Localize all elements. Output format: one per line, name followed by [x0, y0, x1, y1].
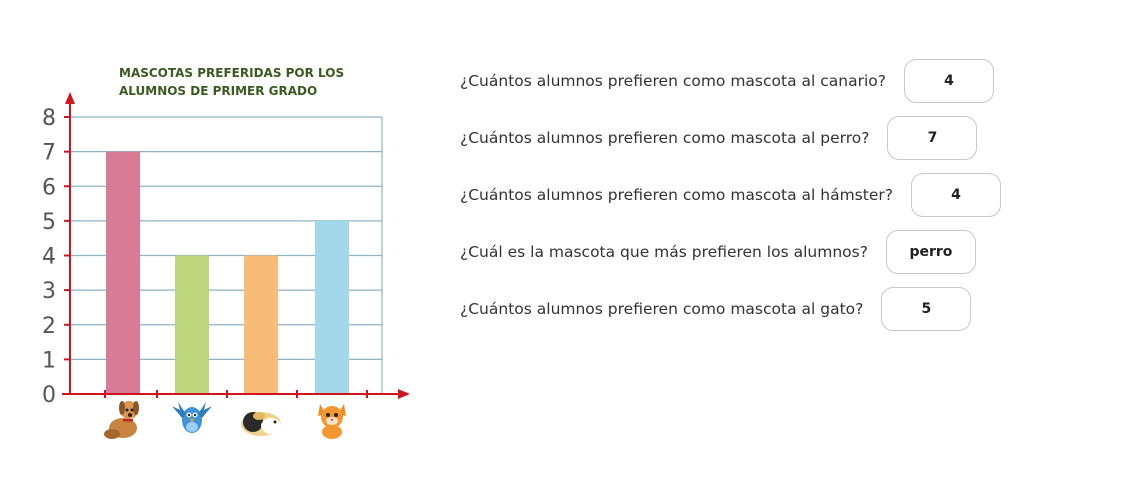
question-text-perro: ¿Cuántos alumnos prefieren como mascota … — [460, 129, 870, 147]
bar-gato — [315, 220, 349, 394]
answer-box-gato[interactable]: 5 — [881, 287, 972, 331]
y-tick-label: 7 — [42, 141, 56, 166]
bar-perro — [106, 151, 140, 394]
bar-hámster — [244, 255, 278, 394]
y-tick-label: 6 — [42, 175, 56, 200]
bird-icon — [172, 402, 212, 433]
y-tick-label: 0 — [42, 383, 56, 408]
answer-box-perro[interactable]: 7 — [887, 116, 978, 160]
y-tick-label: 1 — [42, 348, 56, 373]
bar-chart: 0 1 2 3 4 5 6 7 8 — [42, 92, 410, 439]
answer-box-canario[interactable]: 4 — [903, 59, 994, 103]
y-tick-label: 8 — [42, 106, 56, 131]
y-tick-label: 5 — [42, 210, 56, 235]
y-tick-label: 4 — [42, 245, 56, 270]
question-text-hamster: ¿Cuántos alumnos prefieren como mascota … — [460, 186, 893, 204]
y-tick-label: 3 — [42, 279, 56, 304]
question-text-gato: ¿Cuántos alumnos prefieren como mascota … — [460, 300, 864, 318]
chart-title: MASCOTAS PREFERIDAS POR LOS ALUMNOS DE P… — [119, 66, 345, 98]
answer-box-favorite[interactable]: perro — [885, 230, 976, 274]
question-row-perro: ¿Cuántos alumnos prefieren como mascota … — [460, 116, 978, 160]
question-row-gato: ¿Cuántos alumnos prefieren como mascota … — [460, 287, 972, 331]
hamster-icon — [241, 412, 281, 436]
dog-icon — [104, 401, 139, 439]
x-axis-arrow — [398, 389, 410, 399]
question-row-canario: ¿Cuántos alumnos prefieren como mascota … — [460, 59, 994, 103]
question-row-hamster: ¿Cuántos alumnos prefieren como mascota … — [460, 173, 1001, 217]
question-text-favorite: ¿Cuál es la mascota que más prefieren lo… — [460, 243, 868, 261]
question-text-canario: ¿Cuántos alumnos prefieren como mascota … — [460, 72, 886, 90]
y-axis-arrow — [65, 92, 75, 104]
y-tick-label: 2 — [42, 314, 56, 339]
cat-icon — [318, 404, 346, 439]
answer-box-hamster[interactable]: 4 — [910, 173, 1001, 217]
chart-area: MASCOTAS PREFERIDAS POR LOS ALUMNOS DE P… — [0, 0, 440, 479]
bar-canario — [175, 255, 209, 394]
question-row-favorite: ¿Cuál es la mascota que más prefieren lo… — [460, 230, 976, 274]
